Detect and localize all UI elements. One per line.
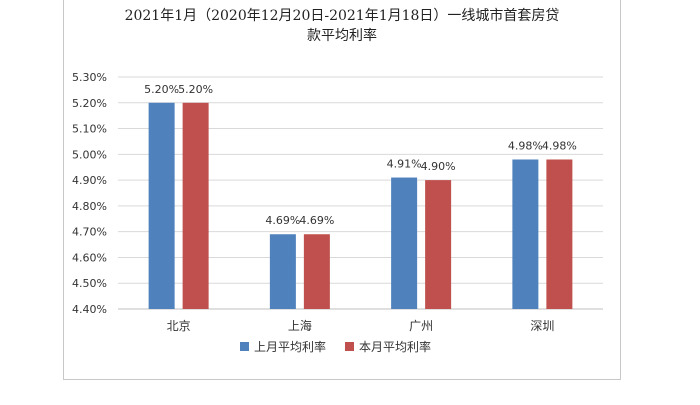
x-tick-label: 深圳	[530, 319, 554, 333]
y-tick-label: 4.50%	[72, 277, 107, 290]
y-tick-label: 5.30%	[72, 71, 107, 84]
bar	[512, 159, 539, 309]
bar	[546, 159, 573, 309]
bar	[148, 102, 175, 310]
chart-frame	[63, 0, 621, 380]
x-tick-label: 北京	[167, 319, 191, 333]
bar	[391, 177, 418, 309]
data-label: 4.98%	[542, 139, 577, 152]
y-tick-label: 4.70%	[72, 226, 107, 239]
bar	[182, 102, 209, 310]
data-label: 5.20%	[178, 83, 213, 96]
chart-title-line2: 款平均利率	[307, 28, 377, 44]
bar	[425, 180, 452, 309]
y-tick-label: 5.10%	[72, 123, 107, 136]
y-tick-label: 4.60%	[72, 251, 107, 264]
data-label: 4.69%	[299, 214, 334, 227]
data-label: 4.98%	[508, 139, 543, 152]
data-label: 5.20%	[144, 83, 179, 96]
x-tick-label: 上海	[288, 318, 312, 333]
y-tick-label: 5.00%	[72, 148, 107, 161]
x-tick-label: 广州	[409, 319, 433, 333]
bar	[303, 234, 330, 309]
data-label: 4.90%	[421, 160, 456, 173]
y-tick-label: 4.40%	[72, 303, 107, 316]
y-tick-label: 5.20%	[72, 97, 107, 110]
data-label: 4.91%	[387, 158, 422, 171]
bar	[269, 234, 296, 309]
legend-label: 本月平均利率	[359, 339, 431, 354]
legend-swatch	[240, 342, 249, 351]
chart-title-line1: 2021年1月（2020年12月20日-2021年1月18日）一线城市首套房贷	[124, 8, 560, 24]
legend-swatch	[345, 342, 354, 351]
data-label: 4.69%	[265, 214, 300, 227]
y-tick-label: 4.80%	[72, 200, 107, 213]
y-tick-label: 4.90%	[72, 174, 107, 187]
chart-title: 2021年1月（2020年12月20日-2021年1月18日）一线城市首套房贷 …	[63, 6, 621, 46]
legend-label: 上月平均利率	[254, 339, 326, 354]
